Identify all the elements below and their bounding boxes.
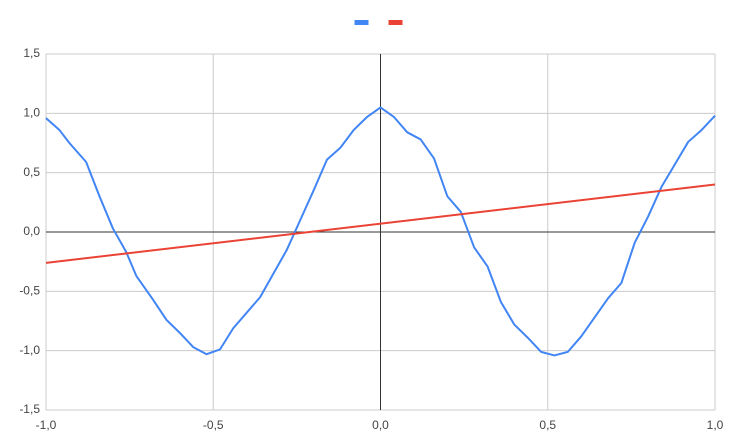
- series-line: [45, 106, 716, 357]
- x-tick-label: 0,5: [539, 418, 556, 432]
- x-tick-label: -0,5: [203, 418, 224, 432]
- y-tick-label: 1,5: [23, 46, 40, 60]
- y-tick-label: 0,0: [23, 224, 40, 238]
- x-tick-label: 1,0: [707, 418, 724, 432]
- y-tick-label: 1,0: [23, 106, 40, 120]
- legend-swatch[interactable]: [388, 20, 403, 25]
- series-line: [45, 183, 716, 264]
- legend-swatch[interactable]: [354, 20, 369, 25]
- y-tick-label: 0,5: [23, 165, 40, 179]
- y-tick-label: -1,5: [19, 402, 40, 416]
- y-tick-label: -1,0: [19, 343, 40, 357]
- x-tick-label: 0,0: [372, 418, 389, 432]
- y-tick-label: -0,5: [19, 284, 40, 298]
- x-tick-label: -1,0: [36, 418, 57, 432]
